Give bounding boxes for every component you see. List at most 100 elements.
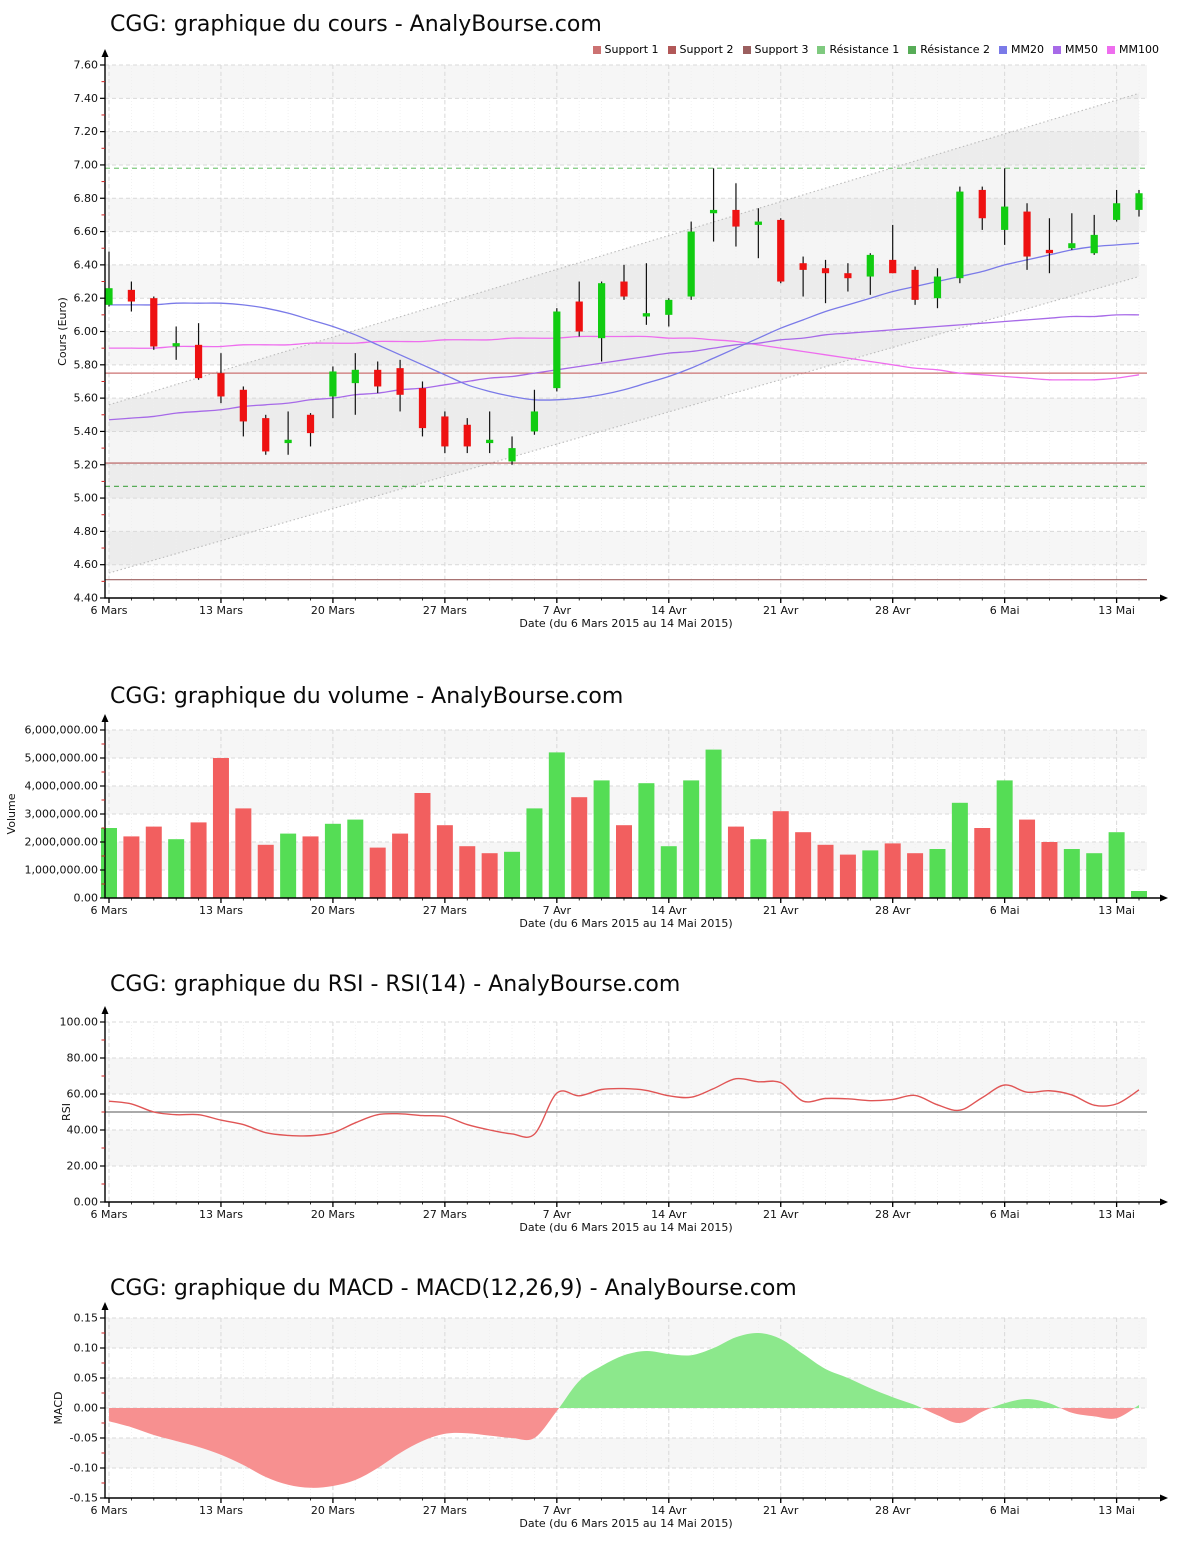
svg-text:14 Avr: 14 Avr (651, 904, 687, 917)
svg-text:0.05: 0.05 (74, 1372, 99, 1385)
svg-text:13 Mars: 13 Mars (199, 1208, 243, 1221)
svg-text:6 Mai: 6 Mai (990, 604, 1020, 617)
legend-item-resistance-1: Résistance 1 (817, 43, 899, 56)
svg-text:6 Mars: 6 Mars (91, 904, 128, 917)
svg-text:13 Mars: 13 Mars (199, 904, 243, 917)
legend-item-mm50: MM50 (1053, 43, 1098, 56)
legend-item-support-1: Support 1 (592, 43, 659, 56)
svg-text:13 Mai: 13 Mai (1098, 904, 1135, 917)
svg-text:Date (du 6 Mars 2015 au 14 Mai: Date (du 6 Mars 2015 au 14 Mai 2015) (519, 617, 732, 630)
svg-text:27 Mars: 27 Mars (423, 604, 467, 617)
svg-text:21 Avr: 21 Avr (763, 1208, 799, 1221)
svg-text:13 Mars: 13 Mars (199, 1504, 243, 1517)
svg-text:MACD: MACD (52, 1392, 65, 1425)
legend-label-resistance-1: Résistance 1 (829, 43, 900, 56)
legend-item-resistance-2: Résistance 2 (908, 43, 990, 56)
svg-text:5.40: 5.40 (74, 425, 99, 438)
svg-text:21 Avr: 21 Avr (763, 904, 799, 917)
volume-chart-canvas: 6,000,000.00 5,000,000.00 4,000,000.00 3,00… (5, 714, 1168, 930)
svg-text:5.60: 5.60 (74, 392, 99, 405)
svg-text:5.80: 5.80 (74, 358, 99, 371)
legend-label-resistance-2: Résistance 2 (920, 43, 991, 56)
svg-text:2,000,000.00: 2,000,000.00 (25, 836, 98, 849)
svg-text:6 Mars: 6 Mars (91, 1504, 128, 1517)
legend-label-mm100: MM100 (1119, 43, 1159, 56)
price-chart-title: CGG: graphique du cours - AnalyBourse.co… (110, 12, 602, 37)
rsi-chart-title: CGG: graphique du RSI - RSI(14) - AnalyB… (110, 972, 681, 997)
svg-text:27 Mars: 27 Mars (423, 1504, 467, 1517)
legend-swatch-mm20 (999, 45, 1008, 54)
legend-swatch-support-1 (592, 45, 601, 54)
svg-text:Cours (Euro): Cours (Euro) (56, 297, 69, 366)
legend-swatch-mm100 (1107, 45, 1116, 54)
svg-text:21 Avr: 21 Avr (763, 1504, 799, 1517)
svg-text:6 Mai: 6 Mai (990, 1208, 1020, 1221)
legend-item-support-2: Support 2 (667, 43, 734, 56)
svg-text:0.00: 0.00 (74, 892, 99, 905)
price-chart-canvas: 7.60 7.40 7.20 7.00 6.80 6.60 6.40 6.20 6.00 5.80… (56, 49, 1168, 630)
legend-swatch-mm50 (1053, 45, 1062, 54)
legend-label-mm20: MM20 (1011, 43, 1045, 56)
volume-chart-title: CGG: graphique du volume - AnalyBourse.c… (110, 684, 624, 709)
svg-text:Volume: Volume (5, 793, 18, 834)
svg-text:21 Avr: 21 Avr (763, 604, 799, 617)
svg-text:6 Mai: 6 Mai (990, 1504, 1020, 1517)
svg-text:28 Avr: 28 Avr (875, 1504, 911, 1517)
svg-text:13 Mai: 13 Mai (1098, 1504, 1135, 1517)
svg-text:4.60: 4.60 (74, 558, 99, 571)
svg-text:13 Mars: 13 Mars (199, 604, 243, 617)
svg-text:20 Mars: 20 Mars (311, 1504, 355, 1517)
svg-text:Date (du 6 Mars 2015 au 14 Mai: Date (du 6 Mars 2015 au 14 Mai 2015) (519, 1221, 732, 1234)
svg-text:4,000,000.00: 4,000,000.00 (25, 780, 98, 793)
svg-text:5.00: 5.00 (74, 492, 99, 505)
svg-text:28 Avr: 28 Avr (875, 904, 911, 917)
svg-text:7.20: 7.20 (74, 125, 99, 138)
svg-text:-0.10: -0.10 (70, 1462, 98, 1475)
svg-text:14 Avr: 14 Avr (651, 1208, 687, 1221)
svg-text:0.00: 0.00 (74, 1402, 99, 1415)
svg-text:7.40: 7.40 (74, 92, 99, 105)
svg-text:-0.15: -0.15 (70, 1492, 98, 1505)
legend-label-support-2: Support 2 (679, 43, 734, 56)
svg-text:7.60: 7.60 (74, 59, 99, 72)
svg-text:7.00: 7.00 (74, 158, 99, 171)
svg-text:5,000,000.00: 5,000,000.00 (25, 752, 98, 765)
svg-text:7 Avr: 7 Avr (543, 1504, 572, 1517)
svg-text:40.00: 40.00 (67, 1124, 99, 1137)
macd-chart-title: CGG: graphique du MACD - MACD(12,26,9) -… (110, 1276, 797, 1301)
svg-text:6.80: 6.80 (74, 192, 99, 205)
legend-item-support-3: Support 3 (742, 43, 808, 56)
svg-text:60.00: 60.00 (67, 1088, 99, 1101)
svg-text:4.40: 4.40 (74, 592, 99, 605)
svg-text:20 Mars: 20 Mars (311, 1208, 355, 1221)
svg-text:0.10: 0.10 (74, 1342, 99, 1355)
svg-text:13 Mai: 13 Mai (1098, 1208, 1135, 1221)
svg-text:4.80: 4.80 (74, 525, 99, 538)
price-chart-legend: Support 1 Support 2 Support 3 Résistance 1 R… (105, 43, 1159, 56)
svg-text:100.00: 100.00 (60, 1016, 99, 1029)
svg-text:0.00: 0.00 (74, 1196, 99, 1209)
legend-swatch-support-3 (742, 45, 751, 54)
legend-item-mm20: MM20 (999, 43, 1044, 56)
svg-text:7 Avr: 7 Avr (543, 1208, 572, 1221)
rsi-chart-canvas: 100.00 80.00 60.00 40.00 20.00 0.006 Mars 13 M… (60, 1006, 1168, 1234)
legend-label-mm50: MM50 (1065, 43, 1099, 56)
svg-text:6 Mars: 6 Mars (91, 1208, 128, 1221)
legend-label-support-1: Support 1 (604, 43, 659, 56)
svg-text:6.00: 6.00 (74, 325, 99, 338)
legend-swatch-support-2 (667, 45, 676, 54)
svg-text:6,000,000.00: 6,000,000.00 (25, 724, 98, 737)
svg-text:13 Mai: 13 Mai (1098, 604, 1135, 617)
svg-text:6.40: 6.40 (74, 258, 99, 271)
svg-text:Date (du 6 Mars 2015 au 14 Mai: Date (du 6 Mars 2015 au 14 Mai 2015) (519, 1517, 732, 1530)
svg-text:7 Avr: 7 Avr (543, 904, 572, 917)
svg-text:28 Avr: 28 Avr (875, 604, 911, 617)
svg-text:6.60: 6.60 (74, 225, 99, 238)
macd-chart-canvas: 0.15 0.10 0.05 0.00 -0.05 -0.10 -0.156 Mars 13 … (52, 1302, 1168, 1530)
svg-text:27 Mars: 27 Mars (423, 1208, 467, 1221)
svg-text:20 Mars: 20 Mars (311, 604, 355, 617)
svg-text:RSI: RSI (60, 1103, 73, 1121)
legend-swatch-resistance-1 (817, 45, 826, 54)
svg-text:-0.05: -0.05 (70, 1432, 98, 1445)
